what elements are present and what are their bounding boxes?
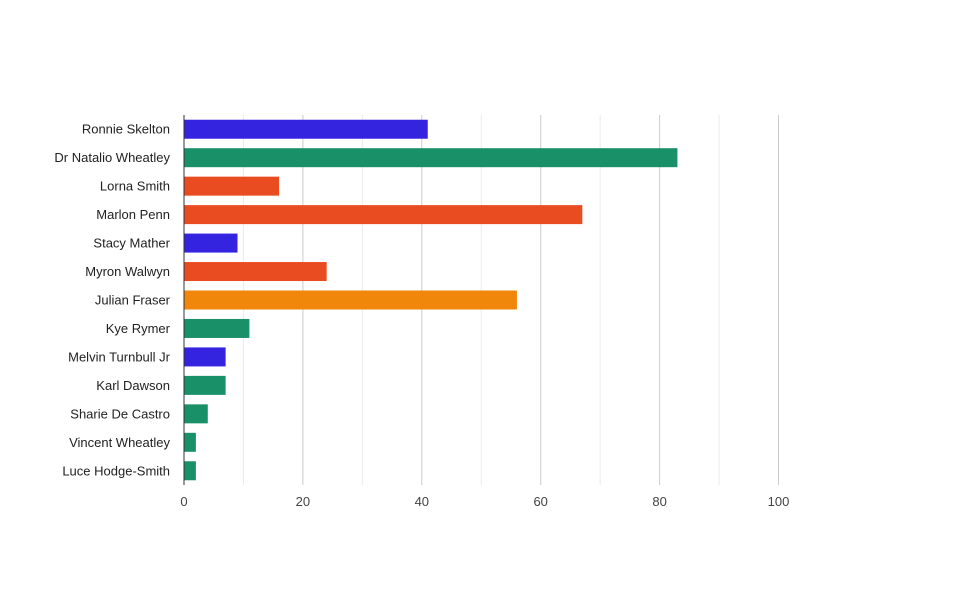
x-tick-label: 100: [768, 494, 790, 509]
bar: [184, 347, 226, 367]
x-tick-label: 20: [296, 494, 310, 509]
category-label: Stacy Mather: [93, 236, 170, 251]
bars: [184, 119, 678, 481]
category-label: Melvin Turnbull Jr: [68, 349, 171, 364]
category-label: Kye Rymer: [106, 321, 171, 336]
bar: [184, 262, 327, 282]
bar: [184, 205, 583, 225]
bar: [184, 119, 428, 139]
category-label: Vincent Wheatley: [69, 435, 170, 450]
category-label: Dr Natalio Wheatley: [54, 150, 170, 165]
category-label: Luce Hodge-Smith: [62, 463, 170, 478]
x-tick-label: 80: [652, 494, 666, 509]
category-label: Julian Fraser: [95, 293, 171, 308]
labels: Ronnie Skelton Dr Natalio Wheatley Lorna S…: [54, 122, 789, 509]
bar: [184, 233, 238, 253]
category-label: Karl Dawson: [96, 378, 170, 393]
category-label: Lorna Smith: [100, 179, 170, 194]
x-tick-label: 40: [415, 494, 429, 509]
category-label: Ronnie Skelton: [82, 122, 170, 137]
bar: [184, 318, 250, 338]
bar: [184, 290, 517, 310]
x-tick-label: 60: [533, 494, 547, 509]
bar: [184, 432, 196, 452]
x-tick-label: 0: [180, 494, 187, 509]
bar: [184, 375, 226, 395]
bar: [184, 404, 208, 424]
category-label: Myron Walwyn: [85, 264, 170, 279]
category-label: Marlon Penn: [96, 207, 170, 222]
bar: [184, 148, 678, 168]
bar: [184, 176, 280, 196]
category-label: Sharie De Castro: [70, 406, 170, 421]
bar: [184, 461, 196, 481]
